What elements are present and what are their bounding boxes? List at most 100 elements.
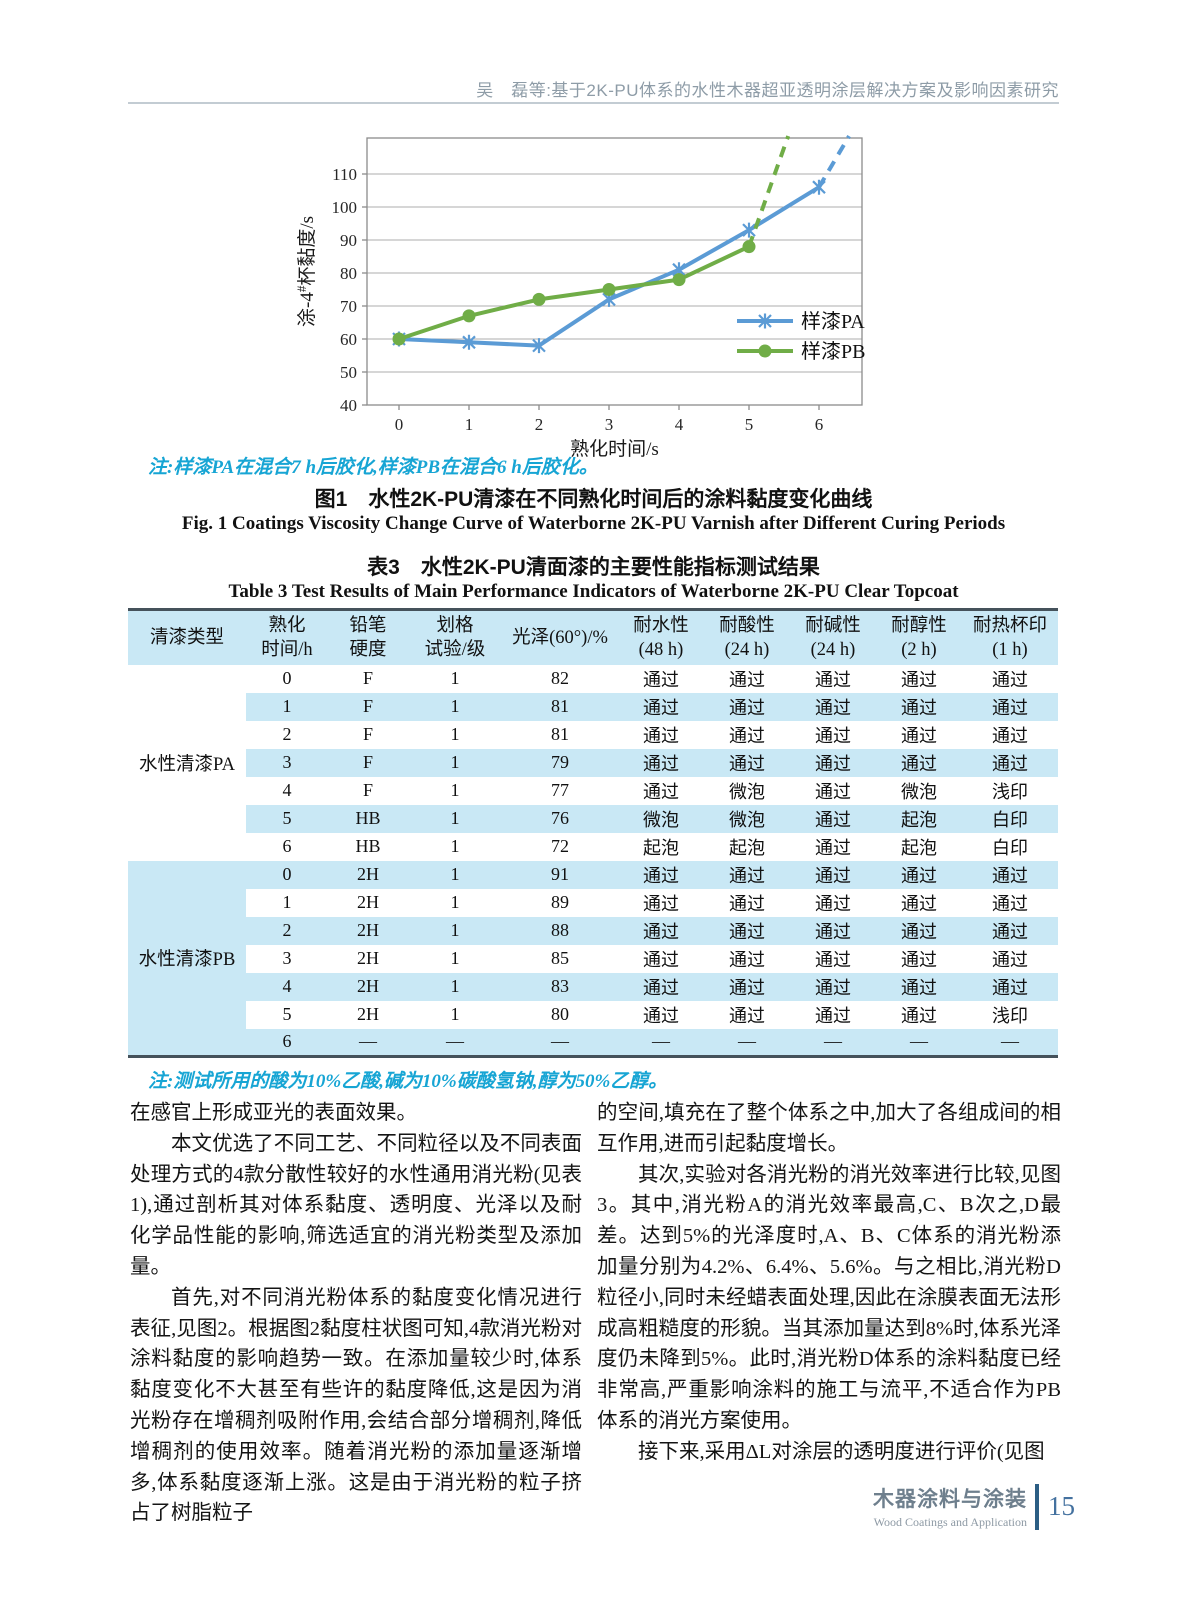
table-cell: 1: [450, 1004, 460, 1024]
svg-text:5: 5: [745, 415, 754, 434]
svg-text:6: 6: [815, 415, 824, 434]
table-cell: 起泡: [729, 837, 765, 858]
table-cell: 通过: [618, 748, 704, 777]
svg-text:70: 70: [340, 297, 357, 316]
table-row: 2 F 1 81 通过 通过 通过 通过 通过: [128, 721, 1058, 749]
table-cell: 1: [246, 692, 328, 721]
table-cell: 通过: [962, 860, 1058, 889]
table-cell: 2: [282, 724, 292, 744]
table-cell: 通过: [815, 837, 851, 858]
table-cell: 82: [551, 668, 569, 688]
y-axis-title: 涂-4#杯黏度/s: [294, 216, 318, 327]
table-row: 1 2H 1 89 通过 通过 通过 通过 通过: [128, 889, 1058, 917]
table-cell: 通过: [992, 949, 1028, 970]
series-dashed-extension: [747, 135, 791, 248]
table-cell: 通过: [815, 949, 851, 970]
body-column-right: 的空间,填充在了整个体系之中,加大了各组成间的相互作用,进而引起黏度增长。 其次…: [597, 1098, 1061, 1468]
table-cell: 2H: [328, 916, 408, 945]
footer-divider: [1035, 1483, 1039, 1530]
table-cell: 81: [502, 692, 618, 721]
svg-text:110: 110: [332, 165, 357, 184]
table-cell: 通过: [618, 972, 704, 1001]
column-header: 耐酸性 (24 h): [704, 609, 790, 665]
table-cell: 通过: [992, 725, 1028, 746]
figure-caption-cn: 图1 水性2K-PU清漆在不同熟化时间后的涂料黏度变化曲线: [314, 488, 873, 511]
table-cell: 通过: [729, 1005, 765, 1026]
legend-label: 样漆PB: [801, 340, 865, 363]
table-row: 水性清漆PA 0 F 1 82 通过 通过 通过 通过 通过: [128, 664, 1058, 861]
table-cell: 通过: [815, 781, 851, 802]
table-cell: —: [408, 1028, 502, 1057]
table-cell: 通过: [704, 692, 790, 721]
table-cell: 微泡: [618, 804, 704, 833]
table-cell: 通过: [729, 949, 765, 970]
table-cell: 5: [282, 1004, 292, 1024]
table-cell: 通过: [790, 972, 876, 1001]
column-header: 耐热杯印 (1 h): [962, 609, 1058, 665]
journal-name-block: 木器涂料与涂装 Wood Coatings and Application: [873, 1483, 1027, 1530]
series-样漆PB: [392, 135, 791, 346]
svg-text:3: 3: [605, 415, 614, 434]
performance-table: 清漆类型 熟化 时间/h 铅笔 硬度 划格 试验/级 光泽(60°)/% 耐水性 (48 …: [128, 608, 1058, 1058]
series-dashed-extension: [817, 135, 851, 189]
table-group-label: 水性清漆PA: [128, 664, 246, 861]
body-paragraph: 在感官上形成亚光的表面效果。: [130, 1102, 417, 1124]
table-cell: 通过: [962, 692, 1058, 721]
table-cell: 通过: [729, 725, 765, 746]
table-body: 水性清漆PA 0 F 1 82 通过 通过 通过 通过 通过 1 F 1 81 通过 通过 通过 通过 通过 2 F 1 8…: [128, 664, 1058, 1057]
axis-tick-marks: [362, 173, 820, 410]
table-group-label: 水性清漆PB: [128, 860, 246, 1057]
table-cell: 1: [450, 892, 460, 912]
table-cell: 85: [551, 948, 569, 968]
table-cell: —: [962, 1028, 1058, 1057]
table-row: 6— — — — — — — —: [128, 1028, 1058, 1057]
table-cell: 77: [551, 780, 569, 800]
table-cell: 2: [246, 916, 328, 945]
table-cell: 1: [408, 972, 502, 1001]
table-header-row: 清漆类型 熟化 时间/h 铅笔 硬度 划格 试验/级 光泽(60°)/% 耐水性 (48 …: [128, 609, 1058, 665]
table-row: 1 F 1 81 通过 通过 通过 通过 通过: [128, 692, 1058, 721]
table-cell: HB: [328, 804, 408, 833]
svg-text:100: 100: [332, 198, 358, 217]
svg-text:80: 80: [340, 264, 357, 283]
table-cell: 6: [282, 836, 292, 856]
table-cell: 微泡: [729, 781, 765, 802]
table-cell: 白印: [992, 837, 1028, 858]
table-cell: F: [328, 692, 408, 721]
table-cell: 通过: [876, 692, 962, 721]
table-cell: F: [362, 780, 373, 800]
svg-text:4: 4: [675, 415, 684, 434]
table-cell: 6: [246, 1028, 328, 1057]
table-cell: 通过: [815, 893, 851, 914]
table-cell: 通过: [901, 669, 937, 690]
plot-frame: [366, 137, 863, 406]
table-cell: F: [362, 724, 373, 744]
table-cell: 2H: [357, 948, 379, 968]
table-cell: 91: [502, 860, 618, 889]
viscosity-line-chart: 40 50 60 70 80 90 100 110 0 1 2 3 4 5 6 熟化时间/s 涂-4#杯黏度/s…: [294, 135, 865, 458]
figure-caption-en: Fig. 1 Coatings Viscosity Change Curve o…: [181, 513, 1006, 534]
table-cell: 通过: [704, 972, 790, 1001]
table-cell: 通过: [901, 1005, 937, 1026]
column-header: 铅笔 硬度: [328, 609, 408, 665]
series-样漆PA: [392, 135, 851, 354]
table-cell: 通过: [901, 949, 937, 970]
table-cell: 4: [282, 780, 292, 800]
table-cell: 1: [450, 948, 460, 968]
table-cell: 2H: [357, 892, 379, 912]
running-head: 吴 磊等:基于2K-PU体系的水性木器超亚透明涂层解决方案及影响因素研究: [476, 81, 1059, 100]
table-cell: 1: [408, 692, 502, 721]
table-cell: 1: [450, 780, 460, 800]
table-cell: 通过: [643, 1005, 679, 1026]
table-cell: 通过: [790, 692, 876, 721]
table-row: 4 F 1 77 通过 微泡 通过 微泡 浅印: [128, 777, 1058, 805]
chart-gridlines: [367, 173, 862, 406]
table-row: 2 2H 1 88 通过 通过 通过 通过 通过: [128, 916, 1058, 945]
table-cell: 通过: [962, 916, 1058, 945]
table-cell: 通过: [643, 781, 679, 802]
table-row: 6 HB 1 72 起泡 起泡 通过 起泡 白印: [128, 833, 1058, 861]
table-cell: 81: [551, 724, 569, 744]
legend-label: 样漆PA: [801, 310, 865, 333]
table-cell: 通过: [643, 893, 679, 914]
svg-text:0: 0: [395, 415, 404, 434]
